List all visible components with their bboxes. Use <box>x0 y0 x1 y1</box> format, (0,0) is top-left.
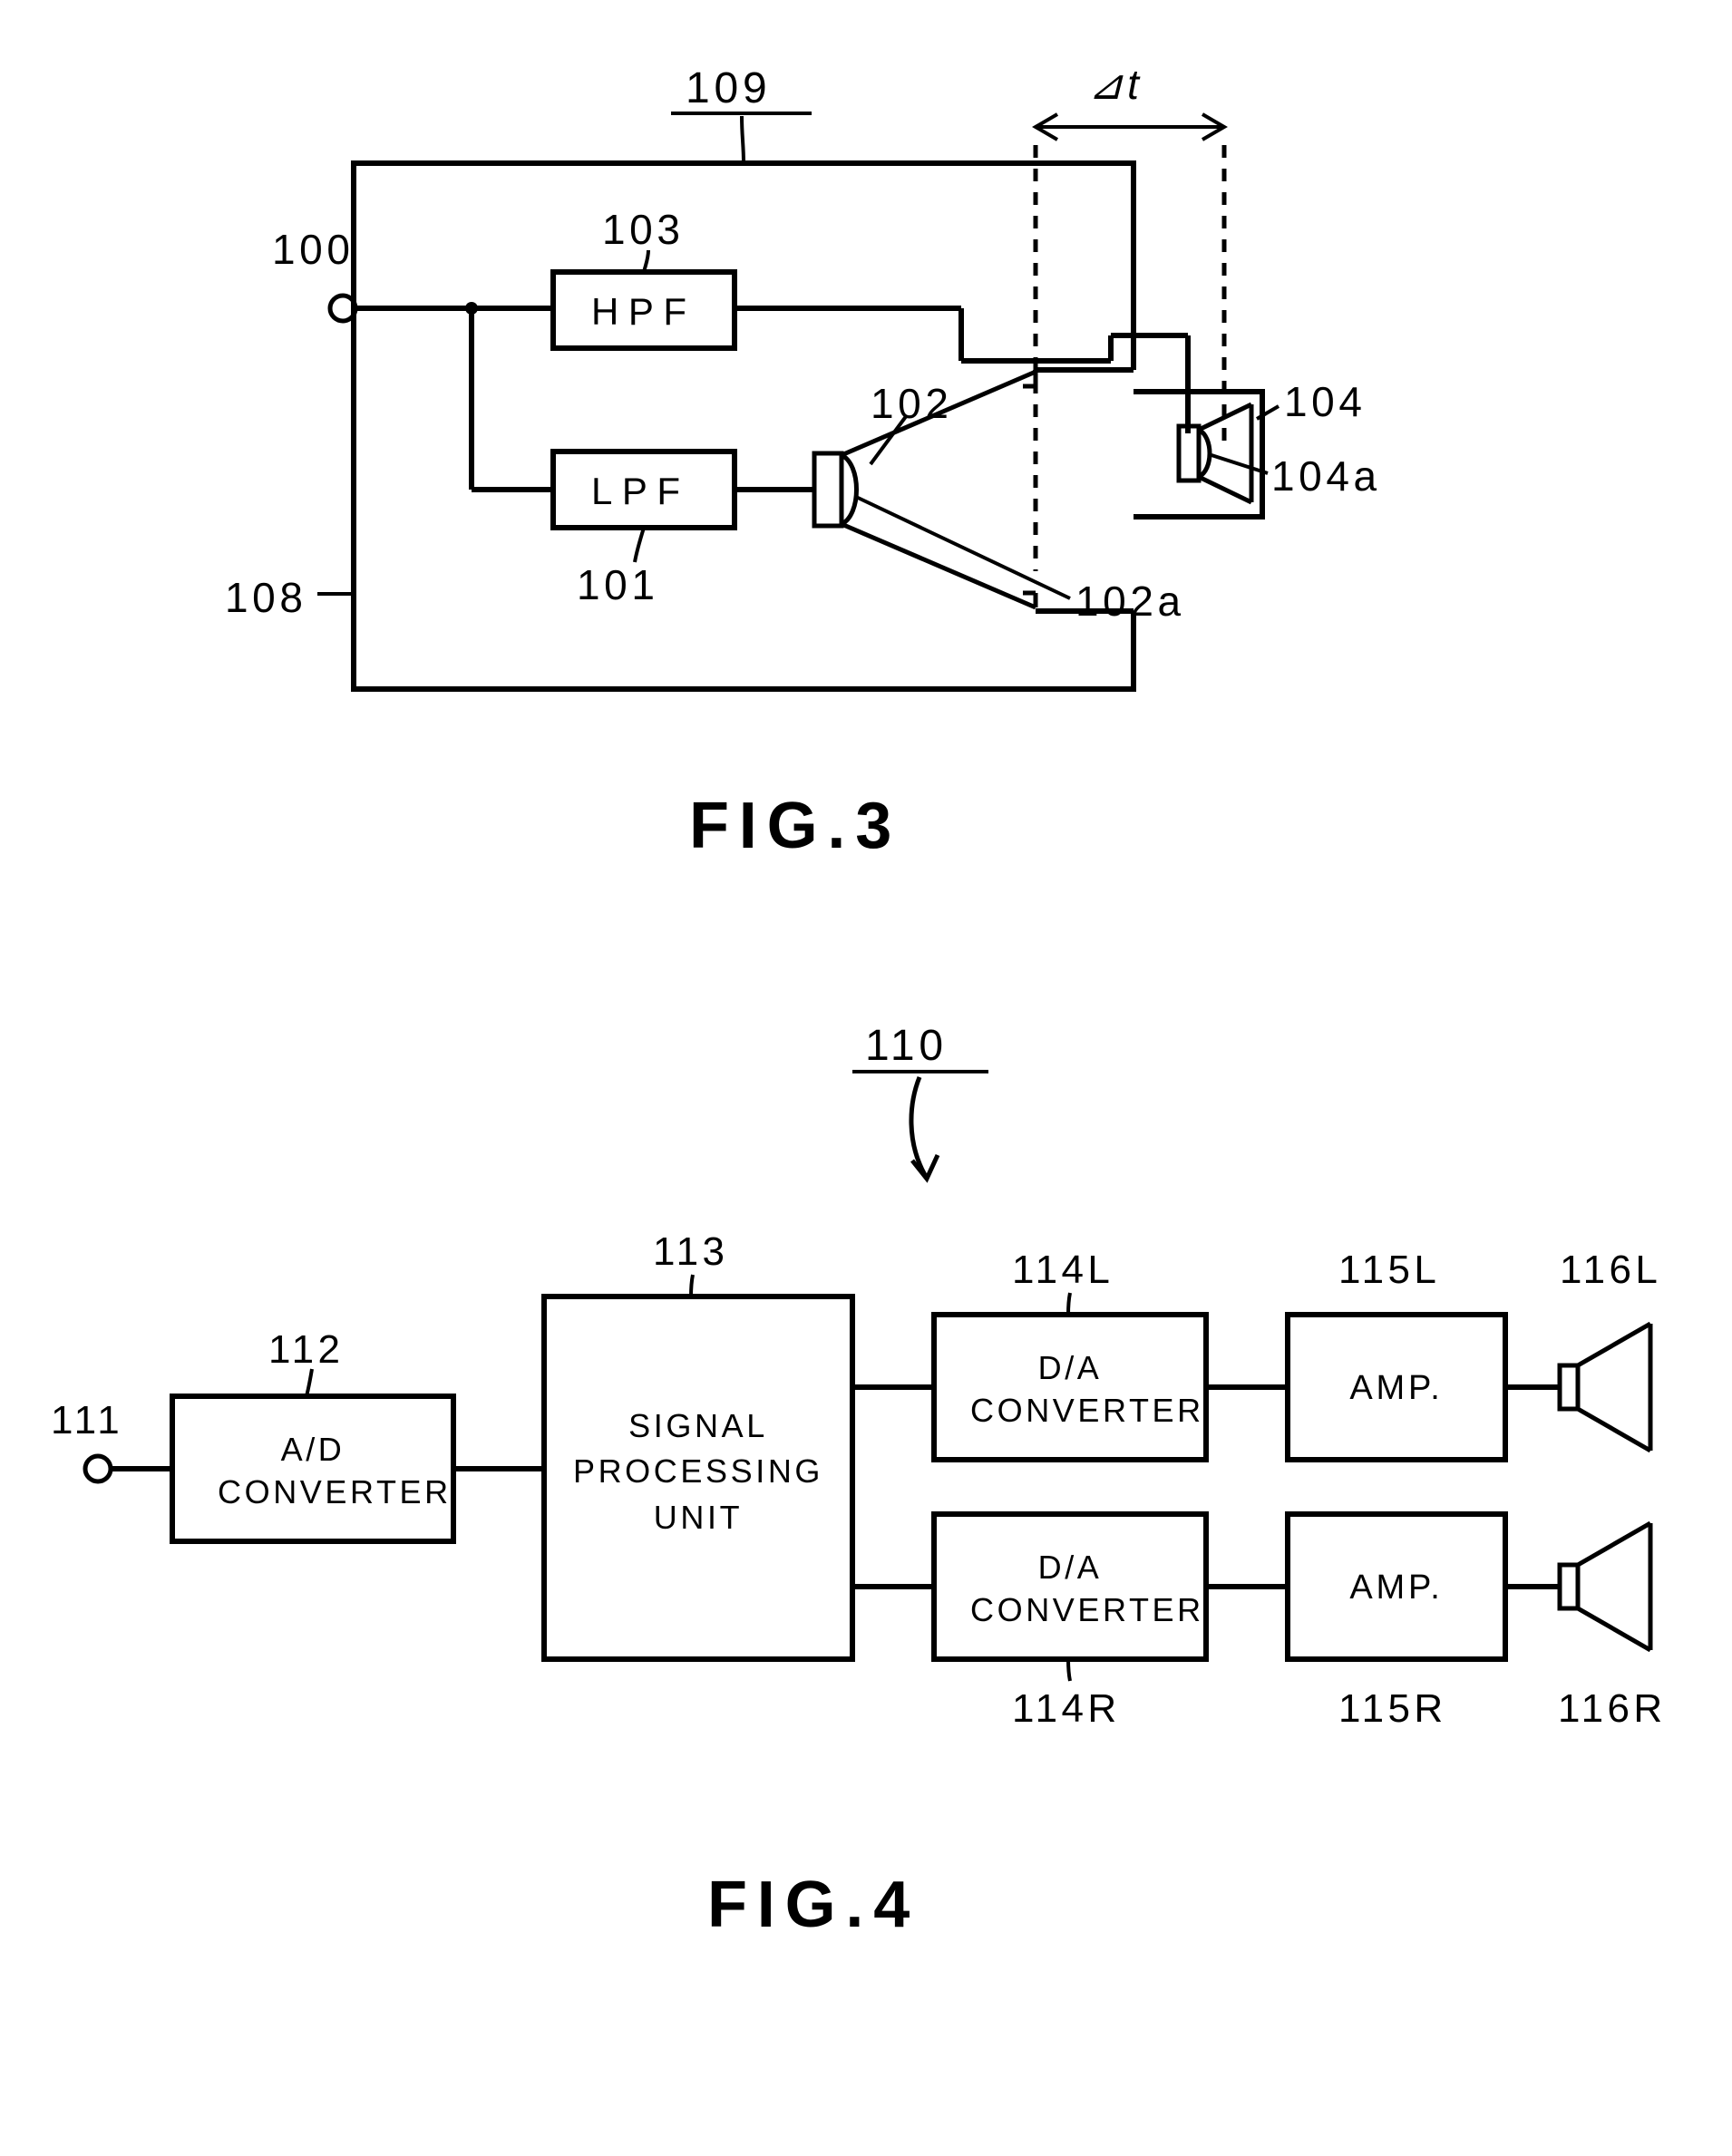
fig3-title: FIG.3 <box>689 789 901 863</box>
terminal-111 <box>85 1456 111 1481</box>
label-101: 101 <box>577 560 659 609</box>
label-109: 109 <box>686 63 772 113</box>
spkR-cone-bot <box>1578 1608 1650 1650</box>
ad-text: A/D CONVERTER <box>218 1429 408 1514</box>
spkL-cone-top <box>1578 1324 1650 1365</box>
lead-113 <box>691 1275 693 1297</box>
spkL-cone-bot <box>1578 1409 1650 1451</box>
label-110: 110 <box>865 1021 948 1071</box>
spu-text: SIGNAL PROCESSING UNIT <box>571 1403 825 1540</box>
fig4-title: FIG.4 <box>707 1868 920 1942</box>
label-103: 103 <box>602 205 685 254</box>
label-112: 112 <box>268 1327 344 1373</box>
lead-102a <box>856 497 1070 598</box>
label-115L: 115L <box>1338 1248 1440 1293</box>
daR-text: D/A CONVERTER <box>970 1547 1170 1632</box>
label-114L: 114L <box>1012 1248 1114 1293</box>
ampR-text: AMP. <box>1324 1568 1469 1607</box>
spkL-back <box>1560 1365 1578 1409</box>
spkR-back <box>1560 1565 1578 1608</box>
label-114R: 114R <box>1012 1686 1121 1732</box>
label-deltat: ⊿t <box>1088 60 1143 109</box>
ampL-text: AMP. <box>1324 1369 1469 1408</box>
lead-101 <box>635 528 644 562</box>
lead-114L <box>1068 1293 1070 1315</box>
label-116L: 116L <box>1560 1248 1661 1293</box>
label-104a: 104a <box>1271 452 1381 500</box>
label-111: 111 <box>51 1398 123 1443</box>
lead-104a <box>1211 455 1268 473</box>
lead-109 <box>742 116 744 163</box>
label-102a: 102a <box>1075 577 1185 626</box>
lead-112 <box>307 1369 312 1396</box>
daL-text: D/A CONVERTER <box>970 1347 1170 1432</box>
label-115R: 115R <box>1338 1686 1447 1732</box>
fig3-svg <box>0 0 1732 907</box>
label-100: 100 <box>272 225 355 274</box>
lpf-text: LPF <box>591 470 690 513</box>
spkR-cone-top <box>1578 1523 1650 1565</box>
label-102: 102 <box>871 379 953 428</box>
label-108: 108 <box>225 573 307 622</box>
page: 109 ⊿t 100 103 HPF LPF 101 108 102 102a … <box>0 0 1732 2156</box>
label-104: 104 <box>1284 377 1367 426</box>
label-116R: 116R <box>1558 1686 1667 1732</box>
lead-114R <box>1068 1659 1070 1681</box>
hpf-text: HPF <box>591 290 696 334</box>
tweeter-cone-bot <box>1199 477 1251 502</box>
label-113: 113 <box>653 1229 728 1275</box>
woofer-back <box>814 453 842 526</box>
tweeter-back <box>1179 426 1199 481</box>
wall-cutout <box>1130 370 1139 611</box>
